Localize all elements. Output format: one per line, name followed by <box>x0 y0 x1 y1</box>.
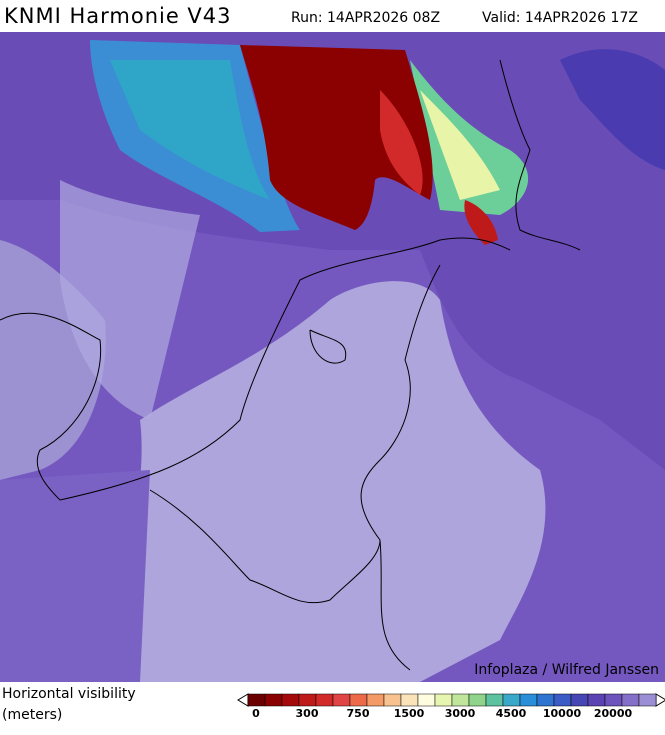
colorbar-segment <box>638 693 657 707</box>
fog-band <box>420 90 500 200</box>
colorbar-segment <box>417 693 436 707</box>
colorbar-segment <box>621 693 640 707</box>
colorbar-segment <box>604 693 623 707</box>
colorbar-segment <box>349 693 368 707</box>
colorbar-tick-label: 1500 <box>394 707 425 720</box>
fog-band <box>410 60 529 215</box>
colorbar-tick-label: 20000 <box>594 707 633 720</box>
colorbar-segment <box>485 693 504 707</box>
colorbar-tick-label: 10000 <box>543 707 582 720</box>
colorbar-segment <box>400 693 419 707</box>
colorbar-segment <box>519 693 538 707</box>
fog-band <box>110 60 270 200</box>
colorbar-segment <box>536 693 555 707</box>
valid-time: Valid: 14APR2026 17Z <box>482 10 638 26</box>
colorbar-tick-label: 0 <box>252 707 260 720</box>
colorbar-segment <box>553 693 572 707</box>
colorbar-tick-label: 300 <box>296 707 319 720</box>
colorbar-segment <box>315 693 334 707</box>
colorbar-segment <box>502 693 521 707</box>
colorbar-segment <box>281 693 300 707</box>
colorbar-tick-label: 750 <box>347 707 370 720</box>
run-time: Run: 14APR2026 08Z <box>291 10 440 26</box>
colorbar-segment <box>298 693 317 707</box>
colorbar-arrow <box>237 693 249 707</box>
colorbar-segment <box>383 693 402 707</box>
colorbar-segment <box>570 693 589 707</box>
map: Infoplaza / Wilfred Janssen <box>0 32 665 682</box>
legend-label: Horizontal visibility <box>2 686 136 702</box>
colorbar-segment <box>247 693 266 707</box>
colorbar-segment <box>468 693 487 707</box>
france-land <box>0 470 150 682</box>
colorbar-segment <box>366 693 385 707</box>
credit: Infoplaza / Wilfred Janssen <box>474 662 659 678</box>
legend-label: (meters) <box>2 707 62 723</box>
colorbar-segment <box>587 693 606 707</box>
title: KNMI Harmonie V43 <box>4 4 232 28</box>
haze <box>60 180 200 420</box>
dense-fog <box>240 45 433 230</box>
colorbar-segment <box>332 693 351 707</box>
dense-fog <box>464 200 498 245</box>
colorbar-tick-label: 3000 <box>445 707 476 720</box>
sea-region <box>560 49 665 171</box>
colorbar-segment <box>451 693 470 707</box>
colorbar-arrow <box>655 693 665 707</box>
colorbar-tick-label: 4500 <box>496 707 527 720</box>
coastlines <box>0 59 581 671</box>
colorbar-segment <box>264 693 283 707</box>
colorbar: 0 300 750 1500 3000 4500 10000 20000 <box>237 693 665 720</box>
light-land <box>124 281 546 682</box>
colorbar-segment <box>434 693 453 707</box>
dense-fog <box>380 90 423 195</box>
